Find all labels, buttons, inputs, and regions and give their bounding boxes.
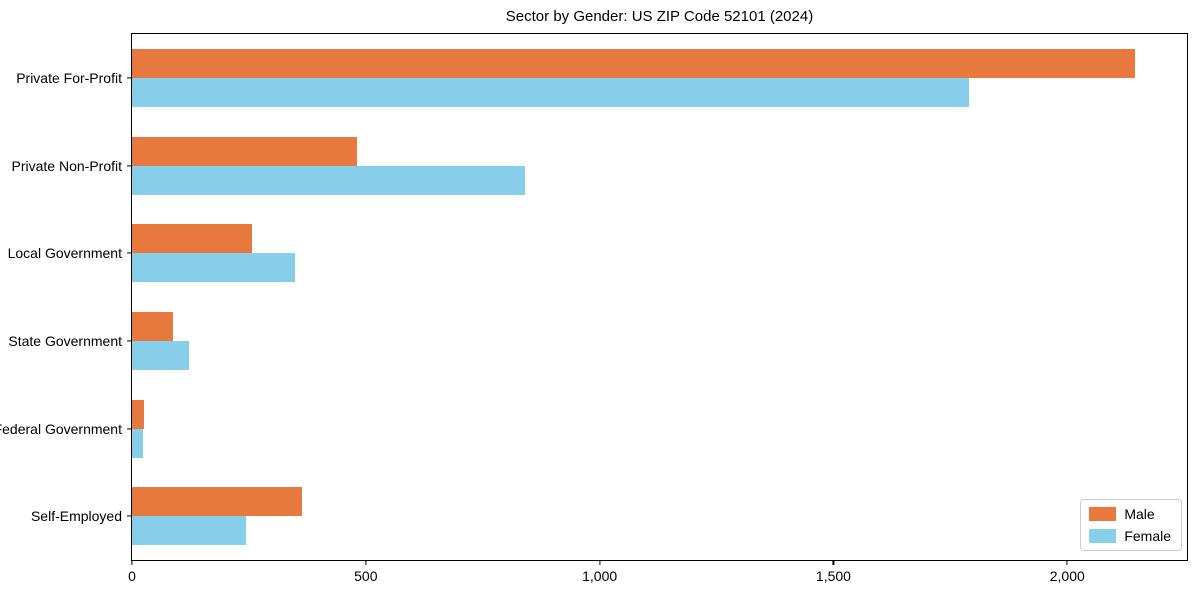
category-row xyxy=(132,122,1187,210)
category-row xyxy=(132,385,1187,473)
y-tick-mark xyxy=(127,427,132,430)
y-tick-label: State Government xyxy=(8,332,122,349)
x-tick-mark xyxy=(365,560,367,565)
y-tick-mark xyxy=(127,252,132,254)
y-tick-label: Self-Employed xyxy=(30,508,122,525)
bar-female xyxy=(132,516,246,546)
bar-group xyxy=(132,224,1187,283)
y-tick-label: Local Government xyxy=(7,245,122,262)
bar-group xyxy=(132,136,1187,195)
x-tick-label: 1,000 xyxy=(582,568,618,584)
bar-male xyxy=(132,311,174,341)
bar-group xyxy=(132,487,1187,546)
legend-label: Male xyxy=(1124,506,1155,522)
category-row xyxy=(132,34,1187,122)
category-row xyxy=(132,472,1187,560)
y-tick-mark xyxy=(127,77,132,79)
bar-female xyxy=(132,77,970,107)
legend-swatch xyxy=(1089,507,1117,521)
y-tick-label: Private Non-Profit xyxy=(11,157,122,174)
legend-entry-female: Female xyxy=(1089,528,1171,544)
bar-female xyxy=(132,253,295,283)
y-tick-mark xyxy=(127,340,132,342)
bar-group xyxy=(132,399,1187,458)
category-row xyxy=(132,209,1187,297)
legend-entry-male: Male xyxy=(1089,506,1171,522)
category-row xyxy=(132,297,1187,385)
y-tick-mark xyxy=(127,515,132,517)
y-tick-mark xyxy=(127,164,132,167)
bar-male xyxy=(132,399,145,429)
bar-female xyxy=(132,165,525,195)
x-tick-label: 500 xyxy=(354,568,378,584)
bar-male xyxy=(132,48,1136,78)
chart-title: Sector by Gender: US ZIP Code 52101 (202… xyxy=(505,8,814,25)
bar-group xyxy=(132,48,1187,107)
bar-group xyxy=(132,311,1187,370)
x-tick-mark xyxy=(599,560,601,565)
legend-swatch xyxy=(1089,529,1117,543)
bar-male xyxy=(132,136,358,166)
x-tick-mark xyxy=(1066,560,1068,565)
x-tick-mark xyxy=(131,560,133,565)
x-tick-label: 1,500 xyxy=(815,568,851,584)
bar-male xyxy=(132,224,252,254)
plot-area: Male Female Private For-Profit Private No… xyxy=(0,33,1188,584)
legend: Male Female xyxy=(1080,499,1182,551)
bar-female xyxy=(132,428,143,458)
bar-male xyxy=(132,487,302,517)
x-tick-mark xyxy=(832,560,835,565)
bars-container xyxy=(132,34,1187,560)
y-tick-label: Private For-Profit xyxy=(16,69,122,86)
bar-female xyxy=(132,340,190,370)
legend-label: Female xyxy=(1124,528,1171,544)
x-tick-label: 0 xyxy=(128,568,136,584)
y-tick-label: Federal Government xyxy=(0,420,122,437)
x-tick-label: 2,000 xyxy=(1049,568,1085,584)
